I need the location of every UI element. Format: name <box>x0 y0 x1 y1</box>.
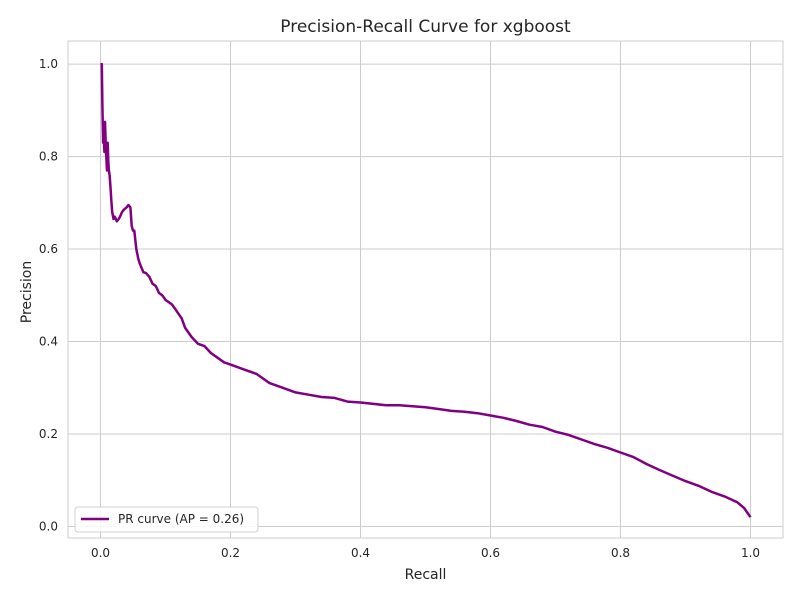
legend-label: PR curve (AP = 0.26) <box>118 512 244 526</box>
grid-lines <box>68 41 783 538</box>
y-tick-label: 0.0 <box>39 519 58 533</box>
x-tick-label: 0.2 <box>221 546 240 560</box>
y-tick-label: 1.0 <box>39 57 58 71</box>
y-tick-label: 0.4 <box>39 335 58 349</box>
chart-title: Precision-Recall Curve for xgboost <box>280 17 571 37</box>
legend-box <box>74 506 259 533</box>
plot-area <box>67 40 784 539</box>
x-tick-label: 0.0 <box>91 546 110 560</box>
pr-curve-line <box>100 62 752 518</box>
x-tick-label: 0.6 <box>481 546 500 560</box>
series-layer <box>100 62 752 518</box>
y-tick-label: 0.2 <box>39 427 58 441</box>
y-axis-label: Precision <box>19 261 35 323</box>
plot-frame <box>67 40 784 539</box>
y-tick-label: 0.8 <box>39 150 58 164</box>
x-axis-label: Recall <box>405 567 447 583</box>
y-axis-ticks: 0.0 0.2 0.4 0.6 0.8 1.0 <box>39 57 58 533</box>
y-tick-label: 0.6 <box>39 242 58 256</box>
x-axis-ticks: 0.0 0.2 0.4 0.6 0.8 1.0 <box>91 546 760 560</box>
legend: PR curve (AP = 0.26) <box>74 506 259 533</box>
x-tick-label: 0.8 <box>611 546 630 560</box>
x-tick-label: 0.4 <box>351 546 370 560</box>
x-tick-label: 1.0 <box>741 546 760 560</box>
